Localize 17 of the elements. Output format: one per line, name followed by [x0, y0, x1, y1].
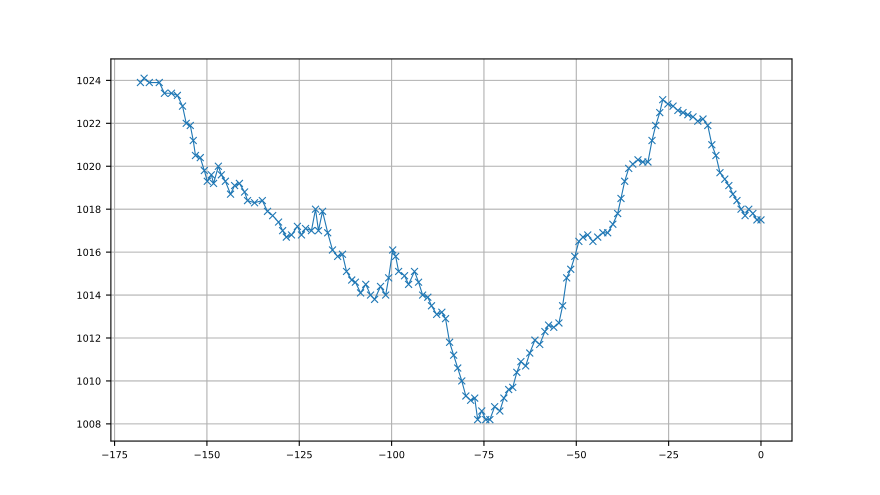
y-tick-label: 1012: [77, 334, 100, 342]
x-tick-label: −50: [567, 450, 586, 458]
y-tick-label: 1018: [77, 206, 100, 214]
y-tick-label: 1010: [77, 377, 101, 385]
y-tick-label: 1008: [77, 420, 100, 428]
x-tick-label: −175: [102, 451, 128, 458]
y-tick-label: 1022: [77, 120, 100, 128]
y-tick-label: 1024: [77, 76, 101, 84]
x-tick-label: −25: [659, 450, 678, 458]
x-tick-label: 0: [758, 450, 764, 458]
y-tick-label: 1020: [77, 162, 101, 170]
x-tick-label: −125: [286, 450, 312, 458]
y-tick-label: 1014: [77, 292, 101, 299]
y-tick-label: 1016: [77, 248, 101, 256]
x-tick-label: −100: [379, 450, 404, 458]
x-tick-label: −150: [194, 450, 220, 458]
x-tick-label: −75: [474, 451, 494, 458]
